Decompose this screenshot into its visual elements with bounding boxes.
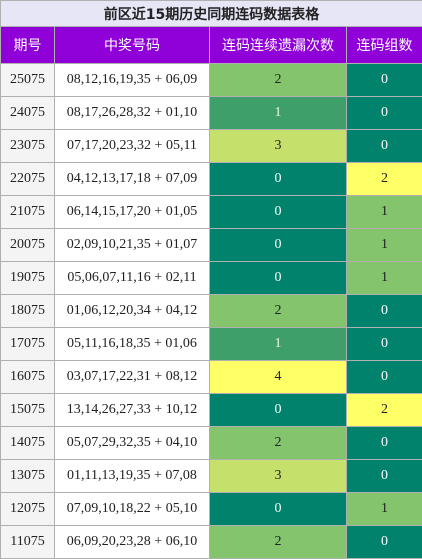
table-cell: 13,14,26,27,33 + 10,12 [54,393,210,427]
table-cell: 0 [209,492,347,526]
table-title: 前区近15期历史同期连码数据表格 [0,0,422,27]
table-cell: 24075 [0,96,55,130]
table-row: 20075 02,09,10,21,35 + 01,07 0 1 [0,228,422,262]
table-cell: 17075 [0,327,55,361]
table-cell: 11075 [0,525,55,559]
table-row: 14075 05,07,29,32,35 + 04,10 2 0 [0,426,422,460]
table-row: 21075 06,14,15,17,20 + 01,05 0 1 [0,195,422,229]
table-row: 22075 04,12,13,17,18 + 07,09 0 2 [0,162,422,196]
table-cell: 02,09,10,21,35 + 01,07 [54,228,210,262]
table-cell: 0 [345,525,422,559]
table-row: 16075 03,07,17,22,31 + 08,12 4 0 [0,360,422,394]
table-cell: 13075 [0,459,55,493]
table-cell: 16075 [0,360,55,394]
table-cell: 0 [345,129,422,163]
table-cell: 19075 [0,261,55,295]
table-cell: 2 [209,426,347,460]
table-cell: 01,11,13,19,35 + 07,08 [54,459,210,493]
table-cell: 22075 [0,162,55,196]
table-row: 18075 01,06,12,20,34 + 04,12 2 0 [0,294,422,328]
table-cell: 15075 [0,393,55,427]
table-row: 13075 01,11,13,19,35 + 07,08 3 0 [0,459,422,493]
table-row: 12075 07,09,10,18,22 + 05,10 0 1 [0,492,422,526]
header-cell: 连码连续遗漏次数 [209,26,347,64]
table-cell: 1 [345,261,422,295]
table-cell: 0 [345,63,422,97]
table-cell: 2 [209,525,347,559]
table-cell: 1 [345,195,422,229]
table-cell: 0 [209,195,347,229]
table-row: 15075 13,14,26,27,33 + 10,12 0 2 [0,393,422,427]
table-cell: 0 [345,459,422,493]
table-row: 19075 05,06,07,11,16 + 02,11 0 1 [0,261,422,295]
table-cell: 1 [209,96,347,130]
table-cell: 3 [209,459,347,493]
table-cell: 0 [345,96,422,130]
table-cell: 03,07,17,22,31 + 08,12 [54,360,210,394]
table-cell: 25075 [0,63,55,97]
table-cell: 0 [209,393,347,427]
table-cell: 04,12,13,17,18 + 07,09 [54,162,210,196]
table-cell: 0 [345,294,422,328]
table-cell: 08,12,16,19,35 + 06,09 [54,63,210,97]
table-cell: 0 [345,360,422,394]
table-cell: 06,09,20,23,28 + 06,10 [54,525,210,559]
table-cell: 05,06,07,11,16 + 02,11 [54,261,210,295]
table-cell: 08,17,26,28,32 + 01,10 [54,96,210,130]
table-cell: 4 [209,360,347,394]
table-cell: 05,07,29,32,35 + 04,10 [54,426,210,460]
header-cell: 连码组数 [345,26,422,64]
table-cell: 2 [345,393,422,427]
table-cell: 1 [345,228,422,262]
table-cell: 14075 [0,426,55,460]
table-cell: 12075 [0,492,55,526]
table-row: 25075 08,12,16,19,35 + 06,09 2 0 [0,63,422,97]
table-cell: 2 [209,63,347,97]
table-cell: 3 [209,129,347,163]
header-cell: 中奖号码 [54,26,210,64]
table-row: 17075 05,11,16,18,35 + 01,06 1 0 [0,327,422,361]
table-cell: 1 [345,492,422,526]
table-row: 23075 07,17,20,23,32 + 05,11 3 0 [0,129,422,163]
table-row: 24075 08,17,26,28,32 + 01,10 1 0 [0,96,422,130]
table-cell: 0 [209,228,347,262]
header-cell: 期号 [0,26,55,64]
table-cell: 07,09,10,18,22 + 05,10 [54,492,210,526]
table-cell: 07,17,20,23,32 + 05,11 [54,129,210,163]
table-cell: 0 [209,261,347,295]
table-cell: 0 [345,327,422,361]
table-cell: 2 [209,294,347,328]
table-cell: 01,06,12,20,34 + 04,12 [54,294,210,328]
table-cell: 06,14,15,17,20 + 01,05 [54,195,210,229]
table-cell: 1 [209,327,347,361]
table-cell: 18075 [0,294,55,328]
table-cell: 23075 [0,129,55,163]
table-cell: 21075 [0,195,55,229]
table-cell: 2 [345,162,422,196]
table-row: 11075 06,09,20,23,28 + 06,10 2 0 [0,525,422,559]
table-cell: 05,11,16,18,35 + 01,06 [54,327,210,361]
table-cell: 0 [345,426,422,460]
table-cell: 20075 [0,228,55,262]
table-cell: 0 [209,162,347,196]
